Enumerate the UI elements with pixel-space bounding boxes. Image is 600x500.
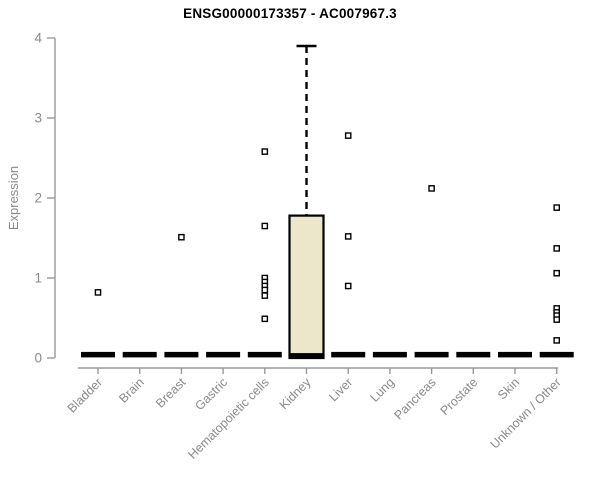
y-axis-tick-label: 1 — [34, 271, 42, 286]
category-label: Breast — [153, 375, 189, 411]
outlier-point — [553, 245, 560, 252]
category-label: Skin — [495, 375, 522, 402]
outlier-point — [261, 148, 269, 155]
category-label: Brain — [116, 375, 147, 406]
outlier-point — [553, 204, 560, 211]
flat-box — [372, 351, 407, 358]
flat-box — [414, 351, 449, 358]
category-label: Pancreas — [391, 375, 438, 422]
category-label: Kidney — [277, 375, 314, 412]
flat-box — [81, 351, 115, 358]
category-label: Unknown / Other — [488, 375, 564, 451]
outlier-point — [261, 292, 269, 299]
outlier-point — [261, 315, 269, 323]
flat-box — [122, 351, 157, 358]
category-label: Lung — [367, 375, 397, 405]
outlier-point — [344, 282, 352, 290]
outlier-point — [178, 233, 185, 241]
outlier-point — [94, 289, 102, 296]
outlier-point — [553, 269, 560, 277]
flat-box — [164, 351, 199, 358]
flat-box — [539, 351, 574, 358]
category-label: Hematopoietic cells — [185, 375, 272, 462]
outlier-point — [344, 132, 352, 139]
outlier-point — [428, 185, 435, 192]
median-line — [289, 353, 324, 359]
category-label: Gastric — [192, 375, 230, 413]
y-axis-tick-label: 3 — [34, 111, 42, 126]
y-axis-tick-label: 0 — [34, 351, 42, 366]
box — [288, 214, 325, 360]
flat-box — [498, 351, 532, 358]
outlier-point — [553, 337, 560, 344]
category-label: Liver — [326, 375, 355, 404]
outlier-point — [344, 233, 352, 240]
flat-box — [456, 351, 491, 358]
outlier-point — [261, 222, 269, 230]
outlier-point — [553, 316, 560, 323]
category-label: Bladder — [65, 375, 105, 415]
y-axis-tick-label: 4 — [34, 31, 42, 46]
flat-box — [206, 351, 241, 358]
chart-title: ENSG00000173357 - AC007967.3 — [183, 6, 397, 21]
category-label: Prostate — [438, 375, 481, 418]
outlier-point — [261, 286, 269, 294]
flat-box — [247, 351, 282, 358]
y-axis-tick-label: 2 — [34, 191, 42, 206]
flat-box — [331, 351, 366, 358]
